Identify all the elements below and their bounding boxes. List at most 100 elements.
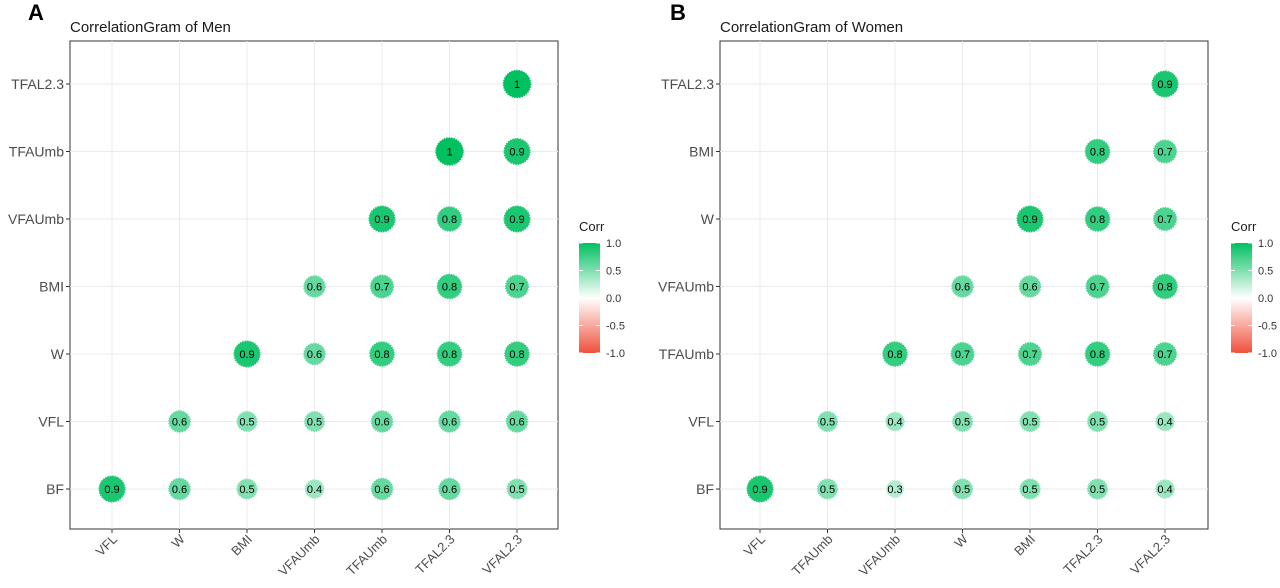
correlation-circle: [882, 341, 908, 367]
correlation-circle: [1084, 206, 1111, 232]
correlation-value-label: 0.9: [1157, 79, 1172, 91]
correlation-circle: [1153, 207, 1177, 231]
y-tick-label: VFL: [688, 414, 714, 430]
correlation-value-label: 0.4: [1157, 417, 1172, 429]
correlation-circle: [168, 477, 191, 501]
correlation-circle: [1018, 342, 1042, 366]
correlation-circle: [886, 480, 904, 498]
y-tick-label: VFAUmb: [8, 211, 64, 227]
correlation-value-label: 0.7: [374, 282, 389, 294]
x-tick-label: VFL: [741, 532, 768, 559]
correlation-value-label: 0.8: [442, 349, 457, 361]
correlation-value-label: 0.5: [239, 484, 254, 496]
legend-tick-label: 0.0: [1258, 293, 1273, 305]
correlation-value-label: 0.9: [1022, 214, 1037, 226]
y-tick-label: TFAUmb: [659, 346, 714, 362]
correlation-circle: [503, 138, 531, 165]
y-tick-label: BMI: [39, 279, 64, 295]
correlation-circle: [951, 275, 974, 298]
correlation-circle: [435, 137, 464, 166]
correlation-value-label: 0.8: [1090, 349, 1105, 361]
correlation-value-label: 0.9: [239, 349, 254, 361]
correlation-circle: [369, 341, 395, 367]
correlation-value-label: 0.7: [1090, 282, 1105, 294]
correlation-value-label: 0.6: [442, 484, 457, 496]
y-tick-label: W: [51, 346, 65, 362]
correlation-circle: [950, 342, 975, 366]
correlation-value-label: 0.7: [1022, 349, 1037, 361]
correlation-circle: [370, 410, 394, 433]
correlation-circle: [304, 411, 325, 432]
y-tick-label: BF: [696, 481, 714, 497]
legend-title: Corr: [579, 219, 605, 234]
correlation-circle: [370, 477, 394, 501]
legend-title: Corr: [1231, 219, 1257, 234]
correlation-circle: [1019, 411, 1041, 432]
correlation-circle: [1084, 341, 1111, 367]
y-tick-label: TFAL2.3: [661, 76, 714, 92]
correlation-circle: [1155, 411, 1175, 432]
correlation-value-label: 0.5: [1090, 417, 1105, 429]
correlation-circle: [303, 342, 326, 366]
y-tick-label: BMI: [689, 144, 714, 160]
correlation-circle: [1019, 478, 1041, 500]
x-tick-label: VFAUmb: [275, 532, 322, 579]
correlation-value-label: 0.9: [104, 484, 119, 496]
correlation-value-label: 0.8: [374, 349, 389, 361]
correlation-value-label: 0.7: [509, 282, 524, 294]
correlation-value-label: 0.6: [374, 484, 389, 496]
correlation-circle: [952, 411, 973, 432]
correlation-circle: [817, 411, 838, 432]
panel-label: A: [28, 0, 44, 25]
x-tick-label: W: [168, 531, 188, 551]
x-tick-label: TFAL2.3: [412, 532, 457, 577]
correlation-value-label: 0.7: [1157, 214, 1172, 226]
panel-label: B: [670, 0, 686, 25]
correlation-value-label: 0.9: [509, 214, 524, 226]
correlation-circle: [1085, 274, 1110, 299]
correlation-value-label: 0.6: [1022, 282, 1037, 294]
legend-tick-label: -1.0: [1258, 348, 1277, 360]
correlation-value-label: 0.5: [955, 417, 970, 429]
correlation-circle: [304, 479, 325, 499]
correlation-circle: [98, 475, 126, 503]
correlation-value-label: 0.6: [509, 417, 524, 429]
correlation-value-label: 0.6: [374, 417, 389, 429]
chart-title: CorrelationGram of Women: [720, 19, 903, 36]
correlation-value-label: 0.9: [374, 214, 389, 226]
correlation-value-label: 0.5: [955, 484, 970, 496]
correlation-circle: [1016, 205, 1044, 233]
correlation-value-label: 0.6: [955, 282, 970, 294]
y-tick-label: BF: [46, 481, 64, 497]
correlation-value-label: 0.6: [442, 417, 457, 429]
correlation-value-label: 0.5: [1022, 484, 1037, 496]
legend-colorbar: [579, 243, 600, 353]
y-tick-label: TFAUmb: [9, 144, 64, 160]
correlation-value-label: 0.7: [955, 349, 970, 361]
x-tick-label: W: [951, 531, 971, 551]
legend-tick-label: -1.0: [606, 348, 625, 360]
correlation-value-label: 0.8: [509, 349, 524, 361]
correlation-value-label: 0.9: [509, 147, 524, 159]
correlation-value-label: 0.6: [172, 417, 187, 429]
correlation-circle: [817, 478, 838, 500]
correlation-circle: [885, 411, 905, 432]
correlation-circle: [233, 340, 261, 368]
y-tick-label: W: [701, 211, 715, 227]
legend-tick-label: -0.5: [1258, 321, 1277, 333]
correlation-circle: [1151, 70, 1179, 98]
correlation-value-label: 0.5: [239, 417, 254, 429]
correlation-value-label: 0.5: [1022, 417, 1037, 429]
correlation-value-label: 0.5: [1090, 484, 1105, 496]
correlation-circle: [1018, 275, 1042, 298]
correlation-value-label: 0.4: [887, 417, 902, 429]
correlation-circle: [504, 341, 530, 367]
y-tick-label: VFAUmb: [658, 279, 714, 295]
y-tick-label: VFL: [38, 414, 64, 430]
legend-tick-label: -0.5: [606, 321, 625, 333]
x-tick-label: TFAUmb: [343, 532, 390, 579]
legend-tick-label: 0.5: [606, 266, 621, 278]
correlation-value-label: 0.9: [752, 484, 767, 496]
correlation-circle: [436, 341, 463, 367]
